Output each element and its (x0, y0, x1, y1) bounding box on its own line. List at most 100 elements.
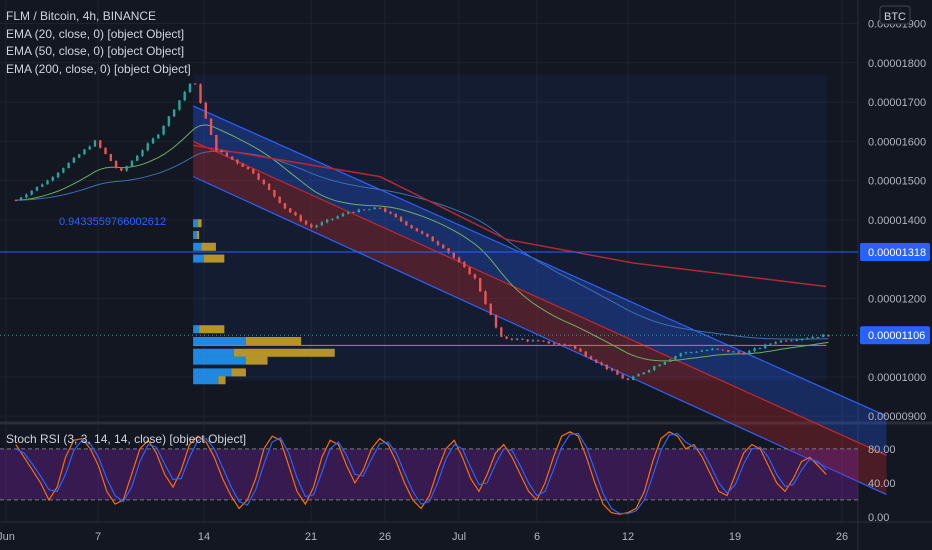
candle-body (537, 340, 540, 342)
candle (658, 364, 661, 367)
price-badge-text: 0.00001106 (868, 330, 925, 342)
candle-body (35, 186, 39, 191)
candle-body (46, 180, 49, 185)
candle (278, 196, 281, 204)
price-badge[interactable]: 0.00001318 (860, 243, 930, 261)
volume-down-bar (196, 231, 200, 240)
candle (294, 211, 297, 216)
volume-profile-row (193, 219, 202, 228)
candle (225, 152, 229, 157)
candle (537, 339, 540, 342)
channel-mid-line (192, 140, 887, 456)
candle (257, 172, 260, 181)
candle-body (647, 369, 651, 373)
candle (679, 352, 682, 358)
candle (579, 347, 582, 352)
candle (515, 338, 519, 341)
candle-body (447, 248, 450, 253)
candle (246, 166, 250, 170)
candle (357, 208, 361, 213)
candle-body (600, 362, 603, 365)
price-tick-label: 0.00001500 (868, 176, 926, 188)
volume-profile-area (193, 74, 827, 381)
candle (695, 350, 698, 353)
candle-body (188, 83, 192, 92)
candle-body (473, 274, 477, 279)
candle-body (626, 378, 630, 380)
candle-body (684, 352, 688, 354)
candle (811, 335, 814, 339)
price-badge[interactable]: 0.00001106 (860, 326, 930, 345)
candle (415, 228, 419, 232)
candle-body (72, 157, 76, 163)
candle (167, 115, 171, 128)
candle (331, 218, 334, 221)
candle (209, 118, 213, 136)
rsi-legend[interactable]: Stoch RSI (3, 3, 14, 14, close) [object … (6, 432, 247, 446)
candle (531, 339, 535, 342)
candle-body (632, 376, 635, 380)
channel-lower-line (192, 176, 887, 496)
volume-up-bar (193, 242, 202, 251)
candle-body (690, 352, 693, 354)
candle (199, 83, 202, 104)
candle-body (304, 221, 308, 225)
candle-body (220, 150, 223, 153)
price-badge-text: 0.00001318 (868, 247, 926, 259)
candle (394, 213, 397, 218)
price-axis[interactable]: 0.000019000.000018000.000017000.00001600… (860, 19, 930, 524)
volume-profile-row (193, 348, 335, 357)
candle (584, 350, 587, 357)
ema20-line (15, 124, 829, 362)
volume-down-bar (197, 219, 202, 228)
price-tick-label: 0.00001800 (868, 58, 926, 70)
horizontal-line-group[interactable] (0, 251, 858, 336)
regression-channel[interactable] (192, 105, 887, 496)
candle (726, 350, 730, 353)
candle-body (821, 334, 825, 338)
candle (790, 339, 793, 342)
candle-body (478, 278, 482, 292)
candle-body (521, 338, 524, 340)
candle (230, 156, 234, 161)
currency-badge[interactable]: BTC (879, 5, 911, 25)
candle (352, 211, 355, 214)
candle-body (769, 343, 772, 345)
candle (178, 100, 181, 111)
candle (526, 339, 529, 343)
candle-body (373, 207, 376, 210)
candle (547, 341, 550, 344)
candle-body (658, 364, 661, 367)
candle (684, 351, 688, 355)
candle (341, 212, 345, 217)
candle-body (336, 216, 339, 219)
volume-down-bar (203, 254, 225, 263)
candle-body (199, 84, 202, 103)
time-axis[interactable]: Jun 7 14 21 26 Jul 6 12 19 26 (0, 531, 848, 543)
volume-up-bar (193, 348, 234, 357)
candle-body (267, 183, 271, 190)
candle (320, 220, 324, 226)
volume-profile-row (193, 242, 216, 251)
candle-body (262, 179, 266, 184)
candle-body (368, 209, 371, 211)
candle-body (389, 211, 392, 214)
volume-profile-box (193, 74, 827, 381)
candle (93, 139, 97, 147)
volume-up-bar (193, 231, 197, 240)
candle-body (616, 370, 619, 375)
candle-body (172, 109, 176, 117)
candle-body (558, 343, 561, 345)
candle-body (25, 194, 28, 198)
candle (457, 256, 461, 263)
candle (663, 361, 667, 366)
candle (642, 372, 645, 375)
candle-body (273, 189, 276, 197)
rsi-tick-label: 0.00 (868, 512, 889, 524)
candle (616, 369, 619, 375)
volume-profile-row (193, 368, 246, 377)
candle-body (436, 241, 440, 245)
volume-up-bar (193, 376, 219, 385)
candle (373, 206, 376, 210)
